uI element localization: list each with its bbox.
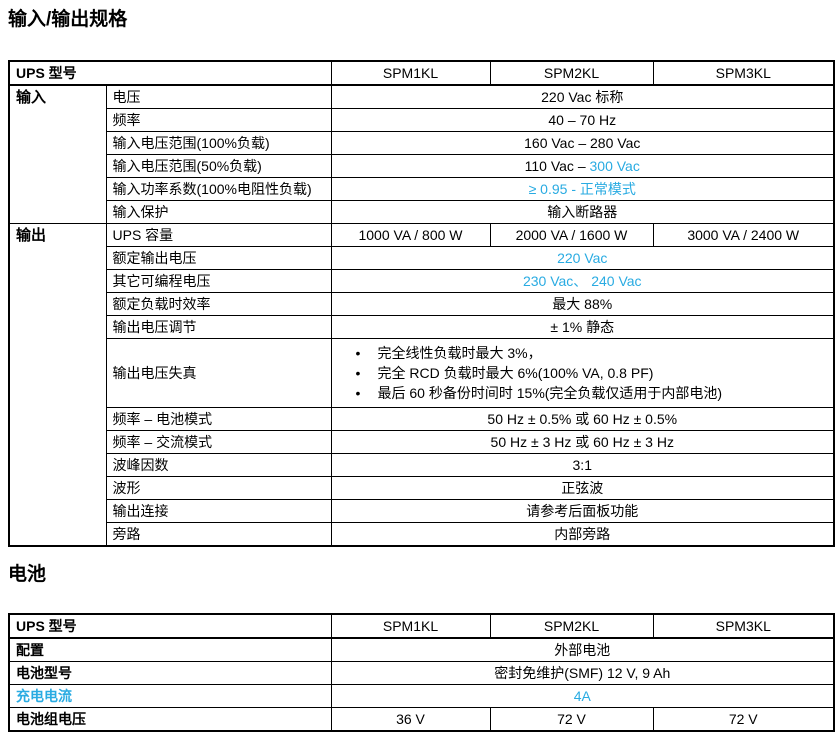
page-title-battery: 电池	[8, 564, 47, 585]
header-ups-model-label: UPS 型号	[8, 613, 332, 639]
row-label-cell: 波峰因数	[105, 453, 332, 477]
table-row: 输出连接 请参考后面板功能	[9, 499, 835, 523]
row-label-cell: 额定负载时效率	[105, 292, 332, 316]
table-row: 电池型号 密封免维护(SMF) 12 V, 9 Ah	[8, 661, 835, 685]
value-cell: 110 Vac – 300 Vac	[330, 154, 835, 178]
header-model-spm3kl: SPM3KL	[652, 613, 835, 639]
row-label-cell: 波形	[105, 476, 332, 500]
row-label-cell: 频率	[105, 108, 332, 132]
row-label-cell: 旁路	[105, 522, 332, 547]
value-accent-text: 300 Vac	[589, 158, 640, 174]
table-row: 额定输出电压 220 Vac	[9, 246, 835, 270]
row-label-cell: 输入保护	[105, 200, 332, 224]
table-row: 输入功率系数(100%电阻性负载) ≥ 0.95 - 正常模式	[9, 177, 835, 201]
row-label-cell: UPS 容量	[105, 223, 332, 247]
bullet-item: 最后 60 秒备份时间时 15%(完全负载仅适用于内部电池)	[348, 383, 828, 403]
row-label-cell: 配置	[8, 637, 332, 662]
table-row: 波形 正弦波	[9, 476, 835, 500]
value-cell: ≥ 0.95 - 正常模式	[330, 177, 835, 201]
value-cell: 220 Vac 标称	[330, 84, 835, 109]
row-label-cell: 电压	[105, 84, 332, 109]
page-title-io-spec: 输入/输出规格	[8, 9, 128, 30]
section-cell: 输出	[8, 223, 107, 547]
value-cell: 220 Vac	[330, 246, 835, 270]
value-cell: 72 V	[489, 707, 654, 732]
row-label-cell: 输出电压失真	[105, 338, 332, 408]
table-row: 频率 – 电池模式 50 Hz ± 0.5% 或 60 Hz ± 0.5%	[9, 407, 835, 431]
value-cell: 4A	[330, 684, 835, 708]
table-row: 输入电压范围(50%负载) 110 Vac – 300 Vac	[9, 154, 835, 178]
value-cell: 内部旁路	[330, 522, 835, 547]
bullet-list: 完全线性负载时最大 3%，完全 RCD 负载时最大 6%(100% VA, 0.…	[338, 343, 828, 403]
value-cell: 230 Vac、 240 Vac	[330, 269, 835, 293]
value-cell: 输入断路器	[330, 200, 835, 224]
table-row: 输入电压范围(100%负载) 160 Vac – 280 Vac	[9, 131, 835, 155]
table-row: 频率 – 交流模式 50 Hz ± 3 Hz 或 60 Hz ± 3 Hz	[9, 430, 835, 454]
value-cell: 正弦波	[330, 476, 835, 500]
row-label-cell: 输入电压范围(100%负载)	[105, 131, 332, 155]
header-model-spm3kl: SPM3KL	[652, 60, 835, 86]
value-cell: 3:1	[330, 453, 835, 477]
header-model-spm1kl: SPM1KL	[330, 60, 491, 86]
io-table-body: 输入 电压 220 Vac 标称 频率 40 – 70 Hz 输入电压范围(100%负载)…	[8, 84, 835, 547]
header-ups-model-label: UPS 型号	[8, 60, 332, 86]
header-row: UPS 型号 SPM1KL SPM2KL SPM3KL	[8, 60, 835, 86]
battery-spec-table: UPS 型号 SPM1KL SPM2KL SPM3KL 配置 外部电池 电池型号 密封免维护…	[8, 613, 835, 732]
value-cell: 最大 88%	[330, 292, 835, 316]
value-cell: 40 – 70 Hz	[330, 108, 835, 132]
value-cell: 50 Hz ± 0.5% 或 60 Hz ± 0.5%	[330, 407, 835, 431]
header-row: UPS 型号 SPM1KL SPM2KL SPM3KL	[8, 613, 835, 639]
battery-table-header: UPS 型号 SPM1KL SPM2KL SPM3KL	[8, 613, 835, 639]
row-label-cell: 输入功率系数(100%电阻性负载)	[105, 177, 332, 201]
value-cell: 50 Hz ± 3 Hz 或 60 Hz ± 3 Hz	[330, 430, 835, 454]
io-table-header: UPS 型号 SPM1KL SPM2KL SPM3KL	[8, 60, 835, 86]
value-cell: 请参考后面板功能	[330, 499, 835, 523]
table-row: 额定负载时效率 最大 88%	[9, 292, 835, 316]
bullet-item: 完全 RCD 负载时最大 6%(100% VA, 0.8 PF)	[348, 363, 828, 383]
row-label-cell: 额定输出电压	[105, 246, 332, 270]
table-row: 输入保护 输入断路器	[9, 200, 835, 224]
value-cell: ± 1% 静态	[330, 315, 835, 339]
table-row: 输出电压调节 ± 1% 静态	[9, 315, 835, 339]
table-row: 波峰因数 3:1	[9, 453, 835, 477]
value-cell: 72 V	[652, 707, 835, 732]
table-row: 输入 电压 220 Vac 标称	[8, 84, 835, 224]
value-cell: 外部电池	[330, 637, 835, 662]
value-text: 110 Vac –	[524, 158, 590, 174]
row-label-cell: 充电电流	[8, 684, 332, 708]
value-cell: 完全线性负载时最大 3%，完全 RCD 负载时最大 6%(100% VA, 0.…	[330, 338, 835, 408]
value-cell: 1000 VA / 800 W	[330, 223, 491, 247]
value-cell: 密封免维护(SMF) 12 V, 9 Ah	[330, 661, 835, 685]
value-cell: 160 Vac – 280 Vac	[330, 131, 835, 155]
row-label-cell: 其它可编程电压	[105, 269, 332, 293]
table-row: 频率 40 – 70 Hz	[9, 108, 835, 132]
header-model-spm1kl: SPM1KL	[330, 613, 491, 639]
table-row: 配置 外部电池	[8, 637, 835, 662]
row-label-cell: 输入电压范围(50%负载)	[105, 154, 332, 178]
row-label-cell: 电池组电压	[8, 707, 332, 732]
bullet-item: 完全线性负载时最大 3%，	[348, 343, 828, 363]
io-spec-table: UPS 型号 SPM1KL SPM2KL SPM3KL 输入 电压 220 Vac 标称频…	[8, 60, 835, 547]
value-cell: 36 V	[330, 707, 491, 732]
section-cell: 输入	[8, 84, 107, 224]
row-label-cell: 输出连接	[105, 499, 332, 523]
table-row: 电池组电压 36 V 72 V 72 V	[8, 707, 835, 732]
row-label-cell: 频率 – 电池模式	[105, 407, 332, 431]
table-row: 旁路 内部旁路	[9, 522, 835, 547]
header-model-spm2kl: SPM2KL	[489, 60, 654, 86]
table-row: 充电电流 4A	[8, 684, 835, 708]
row-label-cell: 电池型号	[8, 661, 332, 685]
value-cell: 3000 VA / 2400 W	[652, 223, 835, 247]
table-row: 输出电压失真完全线性负载时最大 3%，完全 RCD 负载时最大 6%(100% …	[9, 338, 835, 408]
value-cell: 2000 VA / 1600 W	[489, 223, 654, 247]
header-model-spm2kl: SPM2KL	[489, 613, 654, 639]
table-row: 其它可编程电压 230 Vac、 240 Vac	[9, 269, 835, 293]
row-label-cell: 频率 – 交流模式	[105, 430, 332, 454]
spec-document-page: 输入/输出规格 UPS 型号 SPM1KL SPM2KL SPM3KL 输入 电压 220…	[0, 0, 837, 732]
battery-table-body: 配置 外部电池 电池型号 密封免维护(SMF) 12 V, 9 Ah 充电电流 4A 电池组…	[8, 637, 835, 732]
row-label-cell: 输出电压调节	[105, 315, 332, 339]
